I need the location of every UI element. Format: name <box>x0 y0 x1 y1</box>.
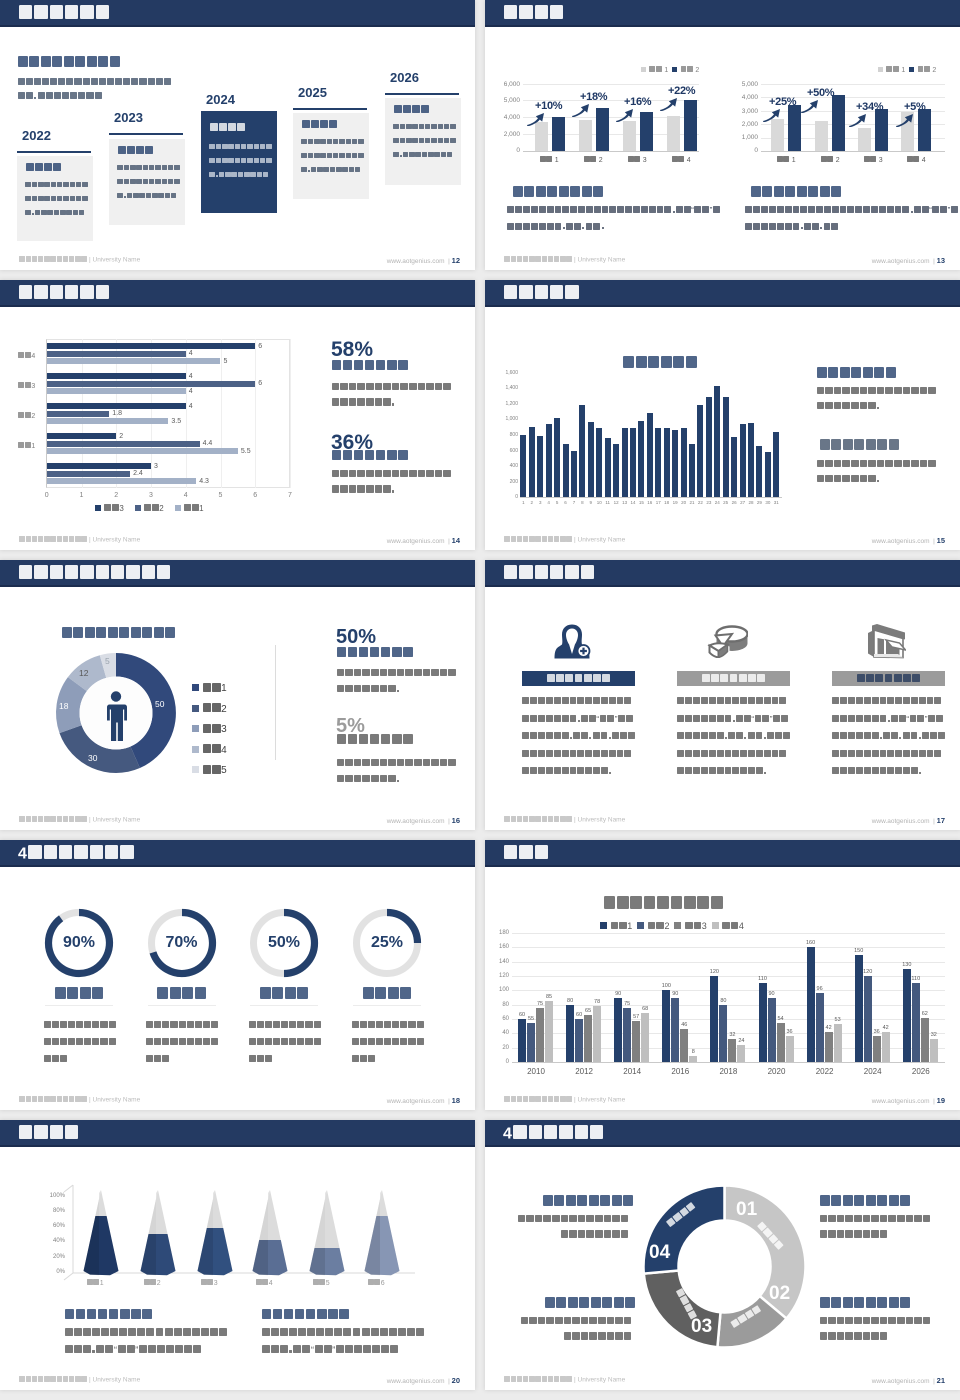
svg-text:18: 18 <box>59 701 69 711</box>
svg-text:04: 04 <box>649 1242 671 1263</box>
svg-text:50: 50 <box>155 699 165 709</box>
svg-text:30: 30 <box>88 753 98 763</box>
svg-text:02: 02 <box>769 1283 790 1304</box>
svg-text:01: 01 <box>736 1199 758 1220</box>
svg-text:03: 03 <box>691 1316 712 1337</box>
svg-text:5: 5 <box>105 656 110 666</box>
svg-text:12: 12 <box>79 668 89 678</box>
